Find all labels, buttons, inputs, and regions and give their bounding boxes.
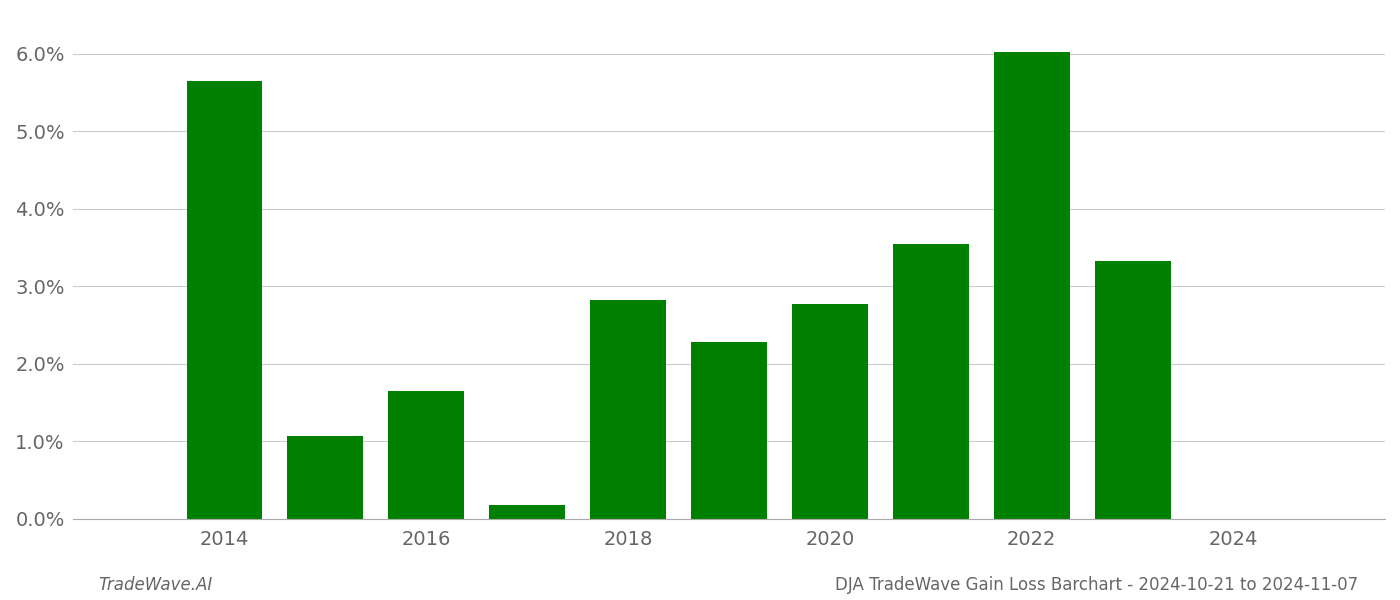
Text: TradeWave.AI: TradeWave.AI [98, 576, 213, 594]
Bar [388, 391, 463, 519]
Bar [1095, 261, 1170, 519]
Bar [489, 505, 566, 519]
Bar [591, 299, 666, 519]
Bar [792, 304, 868, 519]
Bar [287, 436, 363, 519]
Bar [692, 342, 767, 519]
Bar [893, 244, 969, 519]
Bar [186, 81, 262, 519]
Bar [994, 52, 1070, 519]
Text: DJA TradeWave Gain Loss Barchart - 2024-10-21 to 2024-11-07: DJA TradeWave Gain Loss Barchart - 2024-… [834, 576, 1358, 594]
